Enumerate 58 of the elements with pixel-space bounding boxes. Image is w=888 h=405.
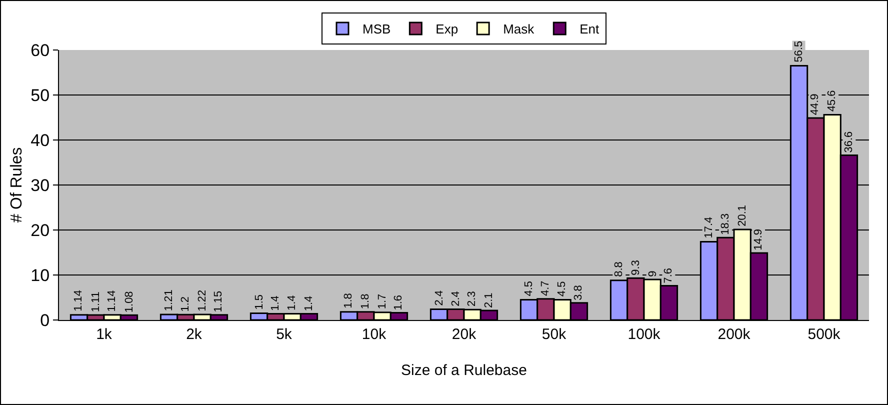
- x-tick-label: 100k: [628, 326, 661, 343]
- y-tick-label: 0: [40, 310, 50, 330]
- data-label: 1.8: [359, 294, 372, 310]
- data-label: 2.3: [466, 291, 478, 306]
- y-axis-title: # Of Rules: [8, 147, 26, 223]
- data-label: 7.6: [662, 268, 675, 284]
- data-label: 1.21: [162, 290, 175, 312]
- y-tick-label: 40: [30, 130, 50, 150]
- data-label: 1.14: [72, 290, 85, 312]
- data-label: 8.8: [613, 262, 626, 277]
- legend-label: Ent: [580, 22, 600, 37]
- data-label: 36.6: [843, 131, 856, 153]
- legend-label: Exp: [436, 22, 458, 37]
- data-label: 1.22: [196, 290, 208, 312]
- data-label: 1.08: [123, 291, 136, 313]
- x-tick-label: 50k: [542, 326, 567, 343]
- x-tick-label: 5k: [276, 326, 292, 343]
- data-label: 1.6: [392, 294, 405, 310]
- data-label: 44.9: [809, 94, 822, 116]
- data-label: 18.3: [720, 213, 732, 235]
- legend-label: Mask: [503, 22, 535, 37]
- data-label: 17.4: [702, 216, 715, 238]
- x-tick-label: 1k: [96, 326, 112, 343]
- data-label: 1.4: [286, 295, 298, 311]
- data-label: 3.8: [572, 285, 585, 300]
- data-label: 2.4: [433, 290, 446, 306]
- data-label: 20.1: [736, 204, 748, 226]
- data-label: 45.6: [826, 90, 838, 112]
- y-tick-label: 20: [30, 220, 50, 240]
- data-label: 2.4: [450, 291, 462, 306]
- x-tick-label: 20k: [452, 326, 477, 343]
- data-label: 1.14: [106, 290, 118, 312]
- data-label: 9: [646, 270, 659, 277]
- data-label: 9.3: [630, 260, 642, 276]
- legend-label: MSB: [362, 22, 391, 37]
- x-axis-title: Size of a Rulebase: [401, 362, 527, 379]
- data-label: 4.5: [522, 280, 535, 296]
- x-tick-label: 10k: [362, 326, 387, 343]
- data-label: 4.5: [556, 281, 568, 297]
- data-label: 1.2: [180, 296, 192, 312]
- data-label: 1.8: [342, 293, 355, 308]
- data-label: 14.9: [752, 229, 765, 250]
- data-label: 1.5: [253, 294, 266, 310]
- data-label: 1.7: [376, 294, 388, 310]
- data-label: 56.5: [792, 40, 805, 62]
- y-tick-label: 10: [30, 266, 50, 285]
- data-label: 4.7: [539, 280, 552, 296]
- data-label: 1.11: [90, 292, 102, 312]
- data-label: 1.4: [302, 296, 315, 312]
- x-tick-label: 500k: [808, 326, 841, 343]
- y-tick-label: 30: [30, 176, 50, 195]
- x-tick-label: 2k: [186, 326, 202, 343]
- x-tick-label: 200k: [718, 326, 751, 343]
- y-tick-label: 60: [30, 40, 50, 60]
- data-label: 1.15: [212, 290, 225, 312]
- data-label: 2.1: [482, 292, 495, 308]
- data-label: 1.4: [269, 296, 282, 311]
- y-tick-label: 50: [30, 86, 50, 105]
